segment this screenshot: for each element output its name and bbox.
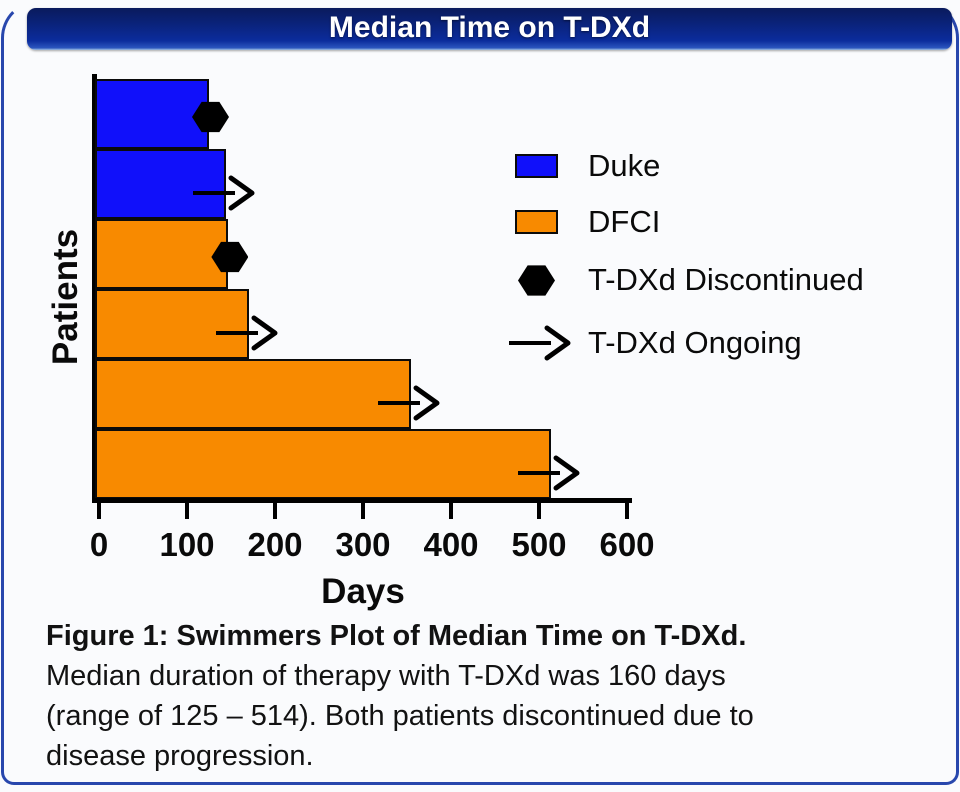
x-tick-label: 200 [247,526,303,563]
ongoing-arrow-marker [518,455,580,491]
figure-caption: Figure 1: Swimmers Plot of Median Time o… [46,616,926,776]
x-tick-label: 500 [511,526,567,563]
x-tick-label: 300 [335,526,391,563]
x-axis-spine [92,498,632,503]
y-axis-spine [92,74,97,503]
legend-label: Duke [588,148,661,183]
x-tick-label: 600 [599,526,655,563]
figure-title-bar: Median Time on T-DXd [27,8,952,50]
x-tick [97,503,101,519]
y-axis-title: Patients [46,228,85,366]
legend-swatch-dfci [515,210,558,234]
bar-patient-1 [95,79,209,149]
x-tick-label: 400 [423,526,479,563]
bar-patient-6 [95,429,552,499]
bar-patient-3 [95,219,229,289]
ongoing-arrow-marker [215,315,278,351]
x-tick [273,503,277,519]
x-tick [449,503,453,519]
x-tick-label: 100 [159,526,215,563]
bar-patient-5 [95,359,412,429]
caption-line-1: Figure 1: Swimmers Plot of Median Time o… [46,620,747,652]
bar-patient-4 [95,289,249,359]
ongoing-arrow-marker [192,175,255,211]
x-tick [361,503,365,519]
x-tick-label: 0 [89,526,109,563]
x-tick [537,503,541,519]
figure-title: Median Time on T-DXd [328,10,651,44]
legend-label: T-DXd Discontinued [588,262,864,297]
caption-line-2: Median duration of therapy with T-DXd wa… [46,660,726,692]
x-tick [185,503,189,519]
caption-line-3: (range of 125 – 514). Both patients disc… [46,700,754,732]
legend-label: DFCI [588,204,661,239]
ongoing-arrow-marker [378,385,440,421]
caption-line-4: disease progression. [46,740,314,772]
x-axis-title: Days [321,572,405,611]
legend-hexagon-icon [518,265,555,296]
legend-swatch-duke [515,154,558,178]
legend-label: T-DXd Ongoing [588,325,802,360]
bar-patient-2 [95,149,226,219]
legend-arrow-icon [509,325,571,361]
x-tick [625,503,629,519]
